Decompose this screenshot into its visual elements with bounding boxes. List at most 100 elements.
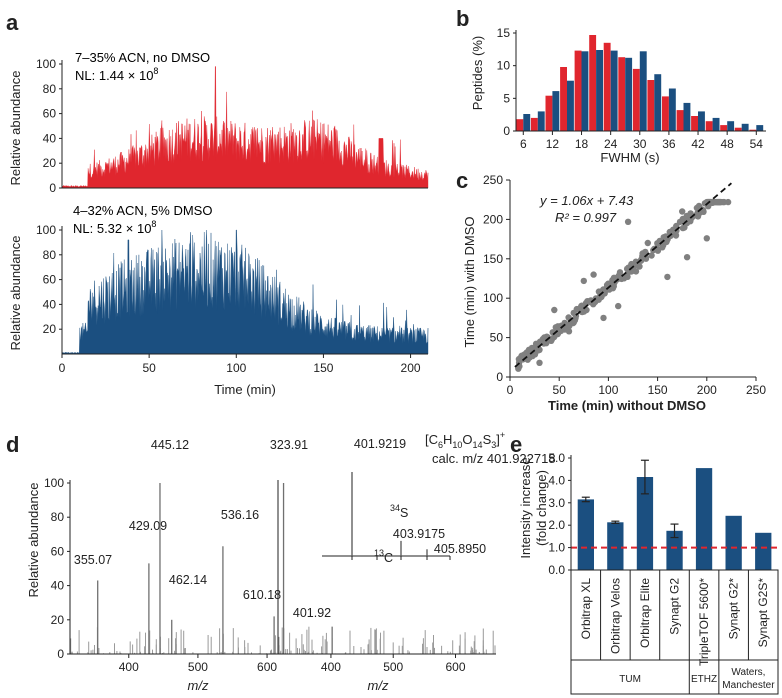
panel-d-ytick-label: 100 (44, 476, 64, 490)
formula-sub-10: 10 (452, 440, 462, 450)
panel-a-xlabel: Time (min) (214, 382, 276, 397)
panel-c-point (570, 319, 577, 326)
panel-b-bar-blue (567, 80, 574, 131)
panel-c-point (683, 215, 691, 222)
panel-b: Peptides (%) 0 5 10 15 6 12 18 24 30 36 42 48 54 FWH… (470, 26, 766, 165)
panel-d-left-xtick-label: 400 (119, 660, 139, 674)
panel-e-group-label: ETHZ (691, 674, 717, 685)
panel-a-xtick-label: 150 (313, 361, 333, 375)
panel-a-bottom-nl: NL: 5.32 × 108 (73, 219, 156, 236)
panel-d-right-xtick-label: 600 (445, 660, 465, 674)
panel-b-ytick-label: 0 (503, 124, 510, 138)
panel-b-bar-blue (552, 91, 560, 131)
panel-e-category-label: Orbitrap Elite (638, 578, 652, 648)
panel-d-left-peak-label: 355.07 (74, 553, 112, 567)
panel-e-category-label: Synapt G2 (668, 578, 682, 635)
formula-open: [C (425, 432, 438, 447)
panel-a-xtick-label: 100 (226, 361, 246, 375)
panel-b-bar-blue (610, 50, 618, 131)
panel-e-group-label: TUM (619, 674, 641, 685)
panel-b-bar-blue (639, 51, 647, 131)
panel-b-bar-red (618, 57, 626, 132)
panel-e-ytick-label: 5.0 (548, 451, 565, 465)
panel-c-fit-line (514, 182, 732, 368)
panel-e-category-label: Synapt G2* (727, 578, 741, 640)
panel-e-ytick-label: 4.0 (548, 473, 565, 487)
panel-e-ylabel-2: (fold change) (534, 470, 549, 546)
panel-b-bar-blue (683, 102, 691, 131)
panel-e-bar (666, 530, 683, 570)
panel-c-point (535, 347, 542, 354)
panel-c-fit-r2: R² = 0.997 (555, 210, 617, 225)
panel-c-ytick-label: 150 (483, 252, 503, 266)
panel-b-bar-blue (741, 123, 749, 131)
panel-c-point (636, 263, 643, 270)
panel-c-outlier (615, 302, 622, 310)
panel-d-left-peak-label: 610.18 (243, 588, 281, 602)
panel-b-xtick-label: 24 (604, 137, 618, 151)
panel-b-bar-red (560, 67, 567, 131)
formula-close: ] (496, 432, 500, 447)
panel-a-top-condition: 7–35% ACN, no DMSO (75, 50, 210, 65)
panel-d-ytick-label: 80 (51, 510, 65, 524)
panel-d-left-peak-label: 536.16 (221, 508, 259, 522)
panel-c-point (543, 340, 550, 347)
panel-a: Relative abundance Relative abundance 02… (8, 50, 429, 397)
panel-c-xlabel: Time (min) without DMSO (548, 398, 706, 413)
panel-a-top-trace (61, 66, 429, 189)
panel-b-bar-red (632, 68, 640, 131)
panel-c-point (724, 198, 732, 206)
panel-e-ylabel-1: Intensity increase (518, 457, 533, 558)
panel-a-bottom-ytick-label: 20 (43, 322, 57, 336)
panel-c-point (712, 198, 720, 206)
iso-34s-element: S (400, 506, 408, 520)
panel-c-xtick-label: 150 (648, 383, 668, 397)
panel-b-bar-red (749, 129, 757, 131)
panel-e-group-label: Waters, (731, 667, 765, 678)
panel-d-inset-label: 403.9175 (393, 527, 445, 541)
formula-h: H (443, 432, 452, 447)
panel-e-bar (725, 515, 742, 570)
panel-c-point (566, 322, 573, 330)
panel-e-bar (695, 468, 713, 570)
panel-b-bar-red (662, 96, 669, 131)
panel-b-xtick-label: 6 (520, 137, 527, 151)
iso-13c-mass: 13 (374, 548, 384, 558)
panel-c-letter: c (456, 168, 468, 193)
panel-c-chart: 0 50 100 150 200 250 0 50 100 150 200 250 (483, 173, 766, 397)
panel-d-right-xtick-label: 400 (321, 660, 341, 674)
panel-e-bar (577, 499, 594, 570)
panel-d-letter: d (6, 432, 19, 457)
panel-a-top-ytick-label: 20 (43, 156, 57, 170)
panel-d-right-xtick-label: 500 (383, 660, 403, 674)
panel-c-ytick-label: 0 (496, 370, 503, 384)
panel-a-bottom-ytick-label: 80 (43, 248, 57, 262)
panel-c-point (642, 254, 649, 261)
panel-a-top-nl-exponent: 8 (153, 66, 158, 76)
panel-c-point (552, 324, 559, 331)
panel-c-outlier (526, 354, 533, 361)
panel-d-right-spectrum: 323.91 401.92 400 500 600 (270, 438, 496, 674)
panel-a-bottom-trace (61, 229, 429, 355)
panel-c-point (648, 252, 655, 259)
panel-c-outlier (679, 208, 686, 215)
formula-s: S (483, 432, 492, 447)
panel-a-xtick-label: 200 (401, 361, 421, 375)
panel-b-bar-red (545, 95, 553, 131)
panel-d-left-peak-label: 429.09 (129, 519, 167, 533)
panel-b-xtick-label: 48 (720, 137, 734, 151)
panel-d-left-xtick-label: 600 (257, 660, 277, 674)
panel-a-top-chart: 0 20 40 60 80 100 (36, 57, 429, 195)
panel-b-bar-red (676, 110, 684, 131)
panel-d-left-peak-label: 445.12 (151, 438, 189, 452)
panel-b-bar-red (647, 80, 655, 131)
iso-34s-mass: 34 (390, 503, 400, 513)
panel-a-letter: a (6, 10, 19, 35)
panel-d-inset-label: 401.9219 (354, 437, 406, 451)
panel-c-ytick-label: 200 (483, 212, 503, 226)
panel-a-bottom-chart: 20 40 60 80 100 0 50 100 150 200 (36, 223, 429, 375)
panel-c-ytick-label: 250 (483, 173, 503, 187)
panel-c-ylabel: Time (min) with DMSO (462, 217, 477, 348)
